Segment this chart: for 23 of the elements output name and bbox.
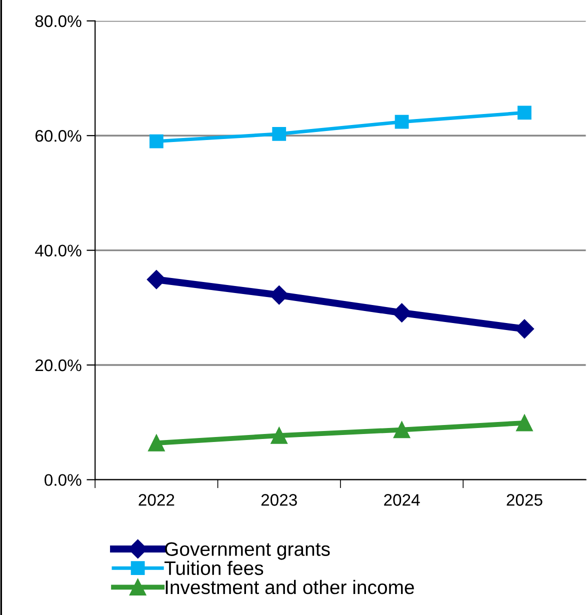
point	[393, 421, 410, 438]
point	[146, 270, 166, 290]
y-tick-label: 60.0%	[35, 130, 82, 142]
y-tick-label: 80.0%	[35, 15, 82, 28]
point	[392, 303, 412, 322]
y-tick-label: 20.0%	[35, 359, 82, 372]
point	[148, 434, 165, 452]
point	[514, 319, 534, 338]
y-tick-label: 0.0%	[44, 474, 82, 486]
x-tick-label: 2023	[261, 494, 297, 506]
legend-label: Tuition fees	[164, 560, 264, 576]
point	[149, 134, 164, 148]
x-tick-label: 2024	[384, 494, 420, 506]
x-tick-label: 2025	[506, 494, 542, 506]
point	[516, 414, 533, 432]
legend-label: Investment and other income	[166, 580, 414, 594]
y-tick-label: 40.0%	[35, 244, 82, 257]
point	[518, 106, 532, 120]
point	[270, 427, 288, 444]
point	[394, 114, 409, 129]
x-tick-label: 2022	[138, 494, 174, 506]
point	[270, 286, 289, 305]
point	[272, 126, 286, 141]
